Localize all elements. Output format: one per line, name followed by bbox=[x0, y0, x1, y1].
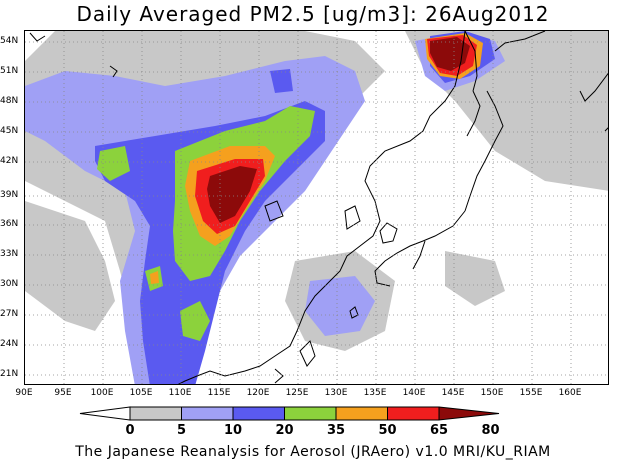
lat-label: 48N bbox=[0, 96, 19, 106]
colorbar-swatch bbox=[181, 406, 234, 421]
lat-label: 30N bbox=[0, 279, 19, 289]
colorbar-tick-label: 50 bbox=[378, 423, 396, 438]
map-panel bbox=[24, 30, 609, 385]
lon-label: 120E bbox=[246, 388, 270, 398]
colorbar-swatch bbox=[335, 406, 388, 421]
lat-label: 27N bbox=[0, 309, 19, 319]
colorbar: 0 5 10 20 35 50 65 80 bbox=[79, 406, 500, 438]
colorbar-swatch bbox=[79, 406, 131, 421]
lon-label: 110E bbox=[168, 388, 192, 398]
lat-label: 33N bbox=[0, 249, 19, 259]
lon-label: 115E bbox=[207, 388, 231, 398]
lon-label: 140E bbox=[402, 388, 426, 398]
lon-label: 150E bbox=[480, 388, 504, 398]
colorbar-swatch bbox=[129, 406, 182, 421]
lon-label: 100E bbox=[90, 388, 114, 398]
footer-credit: The Japanese Reanalysis for Aerosol (JRA… bbox=[75, 444, 551, 460]
colorbar-tick-label: 5 bbox=[177, 423, 186, 438]
lon-label: 125E bbox=[285, 388, 309, 398]
lat-label: 42N bbox=[0, 156, 19, 166]
lat-label: 36N bbox=[0, 219, 19, 229]
colorbar-tick-label: 65 bbox=[430, 423, 448, 438]
graticule bbox=[25, 31, 608, 384]
chart-title: Daily Averaged PM2.5 [ug/m3]: 26Aug2012 bbox=[76, 2, 550, 26]
lon-label: 95E bbox=[54, 388, 72, 398]
coastlines bbox=[29, 31, 608, 384]
lon-label: 160E bbox=[558, 388, 582, 398]
contour-layer-80-plus bbox=[207, 37, 470, 223]
colorbar-swatch bbox=[232, 406, 285, 421]
colorbar-tick-label: 0 bbox=[125, 423, 134, 438]
lon-label: 155E bbox=[519, 388, 543, 398]
colorbar-tick-label: 20 bbox=[275, 423, 293, 438]
lon-label: 130E bbox=[324, 388, 348, 398]
lat-label: 21N bbox=[0, 369, 19, 379]
colorbar-swatch bbox=[387, 406, 440, 421]
colorbar-tick-label: 80 bbox=[481, 423, 499, 438]
colorbar-tick-label: 10 bbox=[224, 423, 242, 438]
lon-label: 135E bbox=[363, 388, 387, 398]
lat-label: 54N bbox=[0, 36, 19, 46]
lat-label: 45N bbox=[0, 126, 19, 136]
colorbar-swatch bbox=[438, 406, 500, 421]
colorbar-tick-label: 35 bbox=[327, 423, 345, 438]
lat-label: 39N bbox=[0, 190, 19, 200]
lat-label: 24N bbox=[0, 339, 19, 349]
lon-label: 145E bbox=[441, 388, 465, 398]
lat-label: 51N bbox=[0, 66, 19, 76]
lon-label: 105E bbox=[129, 388, 153, 398]
colorbar-swatch bbox=[284, 406, 337, 421]
lon-label: 90E bbox=[15, 388, 33, 398]
pm25-field-map bbox=[25, 31, 608, 384]
